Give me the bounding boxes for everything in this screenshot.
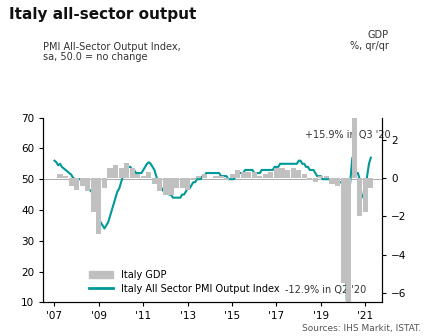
Bar	[185, 178, 190, 190]
Text: Sources: IHS Markit, ISTAT.: Sources: IHS Markit, ISTAT.	[302, 324, 421, 333]
Bar	[285, 170, 290, 178]
Bar	[363, 178, 368, 212]
Text: %, qr/qr: %, qr/qr	[349, 41, 388, 51]
Bar	[357, 178, 362, 216]
Bar	[318, 176, 323, 178]
Bar	[158, 178, 162, 192]
Bar	[63, 176, 68, 178]
Legend: Italy GDP, Italy All Sector PMI Output Index: Italy GDP, Italy All Sector PMI Output I…	[89, 270, 279, 294]
Bar	[268, 172, 273, 178]
Bar	[146, 172, 151, 178]
Bar	[279, 168, 285, 178]
Bar	[307, 178, 312, 180]
Bar	[302, 174, 307, 178]
Bar	[246, 172, 251, 178]
Bar	[130, 168, 135, 178]
Bar	[57, 174, 62, 178]
Bar	[163, 178, 168, 195]
Bar	[313, 178, 318, 182]
Bar	[352, 0, 357, 178]
Bar	[168, 178, 174, 195]
Bar	[252, 172, 257, 178]
Bar	[80, 178, 85, 186]
Bar	[102, 178, 107, 187]
Bar	[291, 168, 296, 178]
Bar	[152, 178, 157, 184]
Bar	[108, 168, 112, 178]
Bar	[202, 174, 207, 178]
Bar	[263, 174, 268, 178]
Bar	[230, 174, 235, 178]
Bar	[346, 178, 351, 336]
Text: PMI All-Sector Output Index,: PMI All-Sector Output Index,	[43, 42, 181, 52]
Bar	[196, 176, 201, 178]
Bar	[174, 178, 179, 187]
Text: -12.9% in Q2 '20: -12.9% in Q2 '20	[286, 285, 367, 295]
Text: +15.9% in Q3 '20: +15.9% in Q3 '20	[306, 130, 391, 140]
Bar	[235, 170, 240, 178]
Bar	[85, 178, 90, 192]
Bar	[335, 178, 340, 186]
Bar	[69, 178, 74, 186]
Bar	[118, 168, 124, 178]
Bar	[224, 178, 229, 180]
Bar	[240, 172, 246, 178]
Text: Italy all-sector output: Italy all-sector output	[9, 7, 196, 22]
Bar	[191, 178, 196, 180]
Bar	[96, 178, 102, 234]
Bar	[180, 178, 185, 187]
Bar	[218, 176, 224, 178]
Bar	[213, 176, 218, 178]
Bar	[274, 168, 279, 178]
Bar	[324, 176, 329, 178]
Bar	[368, 178, 373, 187]
Bar	[296, 170, 301, 178]
Bar	[257, 176, 263, 178]
Bar	[141, 176, 146, 178]
Bar	[135, 174, 140, 178]
Bar	[113, 165, 118, 178]
Bar	[74, 178, 79, 190]
Bar	[124, 163, 129, 178]
Bar	[91, 178, 96, 212]
Bar	[341, 178, 345, 283]
Bar	[329, 178, 335, 184]
Text: GDP: GDP	[367, 30, 388, 40]
Text: sa, 50.0 = no change: sa, 50.0 = no change	[43, 52, 148, 62]
